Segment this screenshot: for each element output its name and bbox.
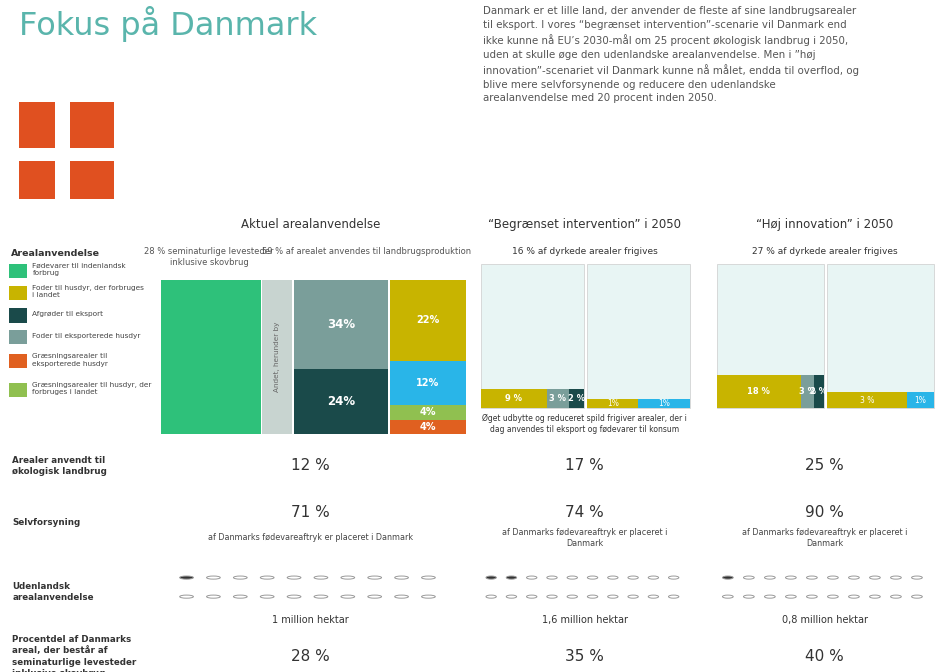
Bar — [717, 375, 800, 409]
Text: 2 %: 2 % — [811, 387, 828, 396]
Text: Aktuel arealanvendelse: Aktuel arealanvendelse — [241, 218, 381, 231]
Text: af Danmarks fødevareaftryk er placeret i
Danmark: af Danmarks fødevareaftryk er placeret i… — [742, 528, 907, 548]
Text: 17 %: 17 % — [565, 458, 604, 473]
Text: Afgrøder til eksport: Afgrøder til eksport — [32, 311, 103, 317]
Bar — [481, 389, 547, 409]
Bar — [19, 103, 55, 148]
Bar — [295, 280, 388, 370]
Text: 12%: 12% — [417, 378, 439, 388]
Text: 74 %: 74 % — [565, 505, 604, 520]
Text: af Danmarks fødevareaftryk er placeret i Danmark: af Danmarks fødevareaftryk er placeret i… — [208, 533, 413, 542]
Text: Øget udbytte og reduceret spild frigiver arealer, der i
dag anvendes til eksport: Øget udbytte og reduceret spild frigiver… — [482, 414, 688, 434]
Text: 0,8 million hektar: 0,8 million hektar — [782, 615, 867, 625]
Text: Andet, herunder by: Andet, herunder by — [274, 322, 280, 392]
Text: Arealer anvendt til
økologisk landbrug: Arealer anvendt til økologisk landbrug — [12, 456, 107, 476]
Bar — [638, 398, 689, 409]
Text: Græsningsarealer til
eksporterede husdyr: Græsningsarealer til eksporterede husdyr — [32, 353, 108, 367]
Bar — [587, 264, 689, 409]
Bar — [9, 286, 27, 300]
Bar — [389, 419, 466, 434]
Bar — [161, 280, 260, 434]
Bar — [389, 361, 466, 405]
Text: “Høj innovation” i 2050: “Høj innovation” i 2050 — [757, 218, 893, 231]
Text: Foder til husdyr, der forbruges
i landet: Foder til husdyr, der forbruges i landet — [32, 285, 144, 298]
Bar — [70, 161, 114, 199]
Text: af Danmarks fødevareaftryk er placeret i
Danmark: af Danmarks fødevareaftryk er placeret i… — [502, 528, 668, 548]
Text: 71 %: 71 % — [292, 505, 330, 520]
Text: 3 %: 3 % — [549, 394, 566, 403]
Text: 35 %: 35 % — [565, 649, 604, 664]
Text: 18 %: 18 % — [747, 387, 770, 396]
Circle shape — [723, 576, 733, 579]
Text: Fødevarer til indenlandsk
forbrug: Fødevarer til indenlandsk forbrug — [32, 263, 126, 276]
Bar — [9, 330, 27, 345]
Text: 2 %: 2 % — [567, 394, 585, 403]
Bar — [814, 375, 824, 409]
Text: 3 %: 3 % — [799, 387, 816, 396]
Text: 40 %: 40 % — [806, 649, 844, 664]
Text: Selvforsyning: Selvforsyning — [12, 518, 80, 528]
Circle shape — [486, 576, 496, 579]
Bar — [9, 264, 27, 278]
Bar — [389, 405, 466, 419]
Text: 34%: 34% — [327, 318, 355, 331]
Bar — [19, 161, 55, 199]
Circle shape — [180, 576, 193, 579]
Circle shape — [507, 576, 517, 579]
Bar — [481, 264, 583, 409]
Bar — [9, 354, 27, 368]
Text: 1 million hektar: 1 million hektar — [272, 615, 349, 625]
Text: 24%: 24% — [327, 395, 355, 409]
Text: Udenlandsk
arealanvendelse: Udenlandsk arealanvendelse — [12, 582, 94, 601]
Bar — [828, 264, 934, 409]
Text: 9 %: 9 % — [506, 394, 523, 403]
Text: Danmark er et lille land, der anvender de fleste af sine landbrugsarealer
til ek: Danmark er et lille land, der anvender d… — [483, 6, 859, 103]
Text: 12 %: 12 % — [292, 458, 330, 473]
Text: 28 % seminaturlige levesteder
inklusive skovbrug: 28 % seminaturlige levesteder inklusive … — [144, 247, 274, 267]
Bar — [9, 383, 27, 397]
Bar — [295, 370, 388, 434]
Text: 90 %: 90 % — [805, 505, 845, 520]
Text: 4%: 4% — [420, 407, 437, 417]
Bar — [717, 264, 824, 409]
Text: 28 %: 28 % — [292, 649, 330, 664]
Text: Fokus på Danmark: Fokus på Danmark — [19, 6, 317, 42]
Bar — [547, 389, 569, 409]
Text: Arealanvendelse: Arealanvendelse — [10, 249, 99, 258]
Text: 1%: 1% — [658, 399, 670, 408]
Text: Foder til eksporterede husdyr: Foder til eksporterede husdyr — [32, 333, 141, 339]
Bar — [262, 280, 292, 434]
Text: “Begrænset intervention” i 2050: “Begrænset intervention” i 2050 — [489, 218, 681, 231]
Text: 1%: 1% — [607, 399, 618, 408]
Text: Græsningsarealer til husdyr, der
forbruges i landet: Græsningsarealer til husdyr, der forbrug… — [32, 382, 152, 395]
Text: 4%: 4% — [420, 422, 437, 432]
Text: 25 %: 25 % — [806, 458, 844, 473]
Text: 59 % af arealet anvendes til landbrugsproduktion: 59 % af arealet anvendes til landbrugspr… — [262, 247, 472, 256]
Bar — [569, 389, 583, 409]
Text: 1,6 million hektar: 1,6 million hektar — [542, 615, 628, 625]
Bar — [70, 103, 114, 148]
Bar — [800, 375, 814, 409]
Text: 16 % af dyrkede arealer frigives: 16 % af dyrkede arealer frigives — [512, 247, 657, 256]
Text: 1%: 1% — [915, 396, 926, 405]
Text: Procentdel af Danmarks
areal, der består af
seminaturlige levesteder
inklusive s: Procentdel af Danmarks areal, der består… — [12, 636, 136, 672]
Text: 27 % af dyrkede arealer frigives: 27 % af dyrkede arealer frigives — [752, 247, 898, 256]
Bar — [389, 280, 466, 361]
Text: 22%: 22% — [417, 315, 439, 325]
Text: 3 %: 3 % — [860, 396, 874, 405]
Bar — [828, 392, 907, 409]
Bar — [9, 308, 27, 323]
Bar — [587, 398, 638, 409]
Bar — [907, 392, 934, 409]
